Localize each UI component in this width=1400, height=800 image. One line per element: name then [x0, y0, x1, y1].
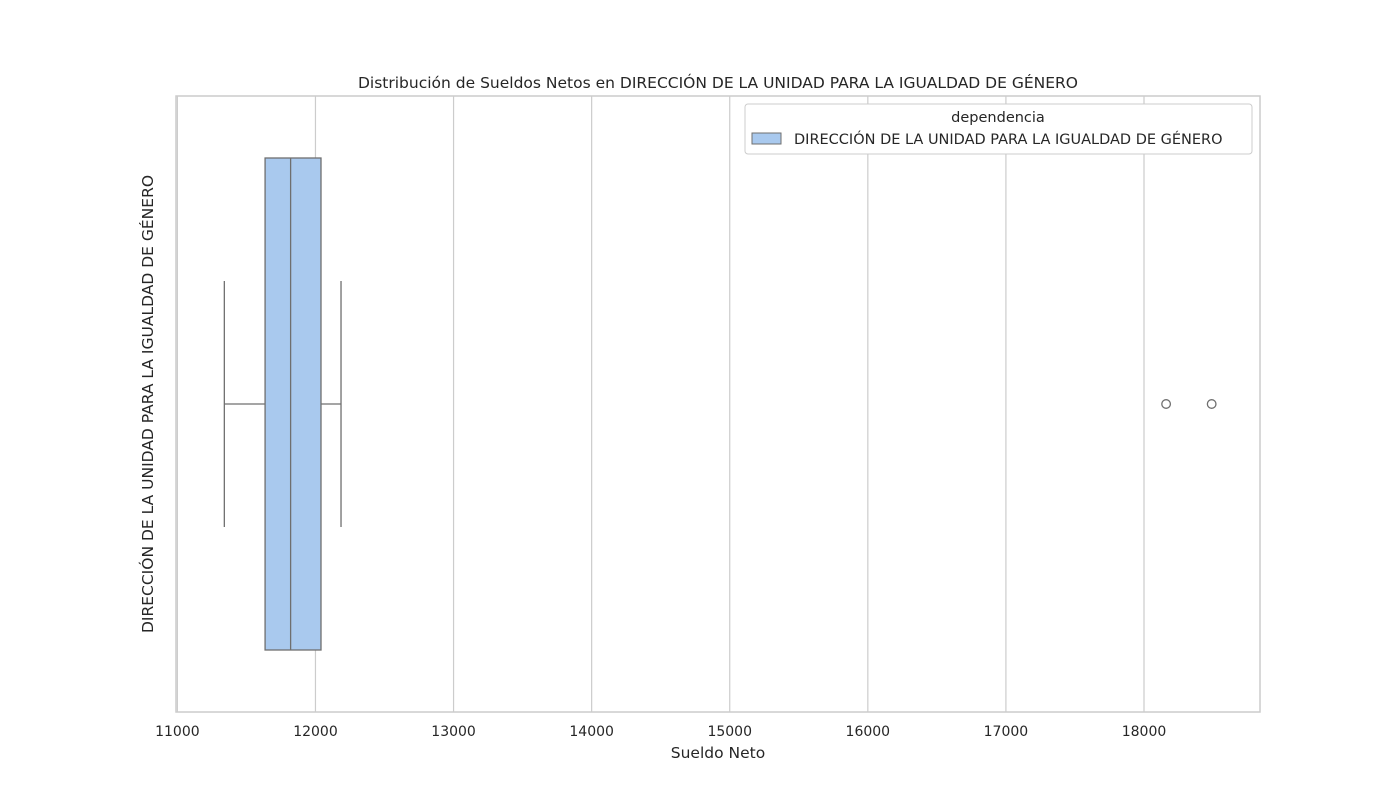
legend: dependencia DIRECCIÓN DE LA UNIDAD PARA … [744, 103, 1253, 155]
iqr-box [264, 157, 322, 651]
x-tick-label: 18000 [1122, 724, 1167, 740]
x-tick-label: 14000 [569, 724, 614, 740]
chart-title: Distribución de Sueldos Netos en DIRECCI… [358, 73, 1078, 92]
x-tick-label: 16000 [846, 724, 891, 740]
x-tick-label: 11000 [155, 724, 200, 740]
x-tick-label: 13000 [431, 724, 476, 740]
legend-box [744, 103, 1253, 155]
legend-title: dependencia [951, 110, 1045, 126]
legend-entry-label: DIRECCIÓN DE LA UNIDAD PARA LA IGUALDAD … [794, 130, 1223, 148]
y-axis-label: DIRECCIÓN DE LA UNIDAD PARA LA IGUALDAD … [138, 175, 157, 633]
outlier-point [1206, 399, 1217, 409]
plot-frame [175, 95, 1261, 713]
x-axis-ticks: 11000 12000 13000 14000 15000 16000 17000 18000 [155, 724, 1166, 740]
x-tick-label: 12000 [293, 724, 338, 740]
x-axis-label: Sueldo Neto [671, 744, 765, 762]
x-tick-label: 17000 [984, 724, 1029, 740]
legend-swatch [751, 132, 782, 145]
boxplot [223, 157, 1217, 651]
outlier-point [1161, 399, 1172, 409]
x-tick-label: 15000 [707, 724, 752, 740]
